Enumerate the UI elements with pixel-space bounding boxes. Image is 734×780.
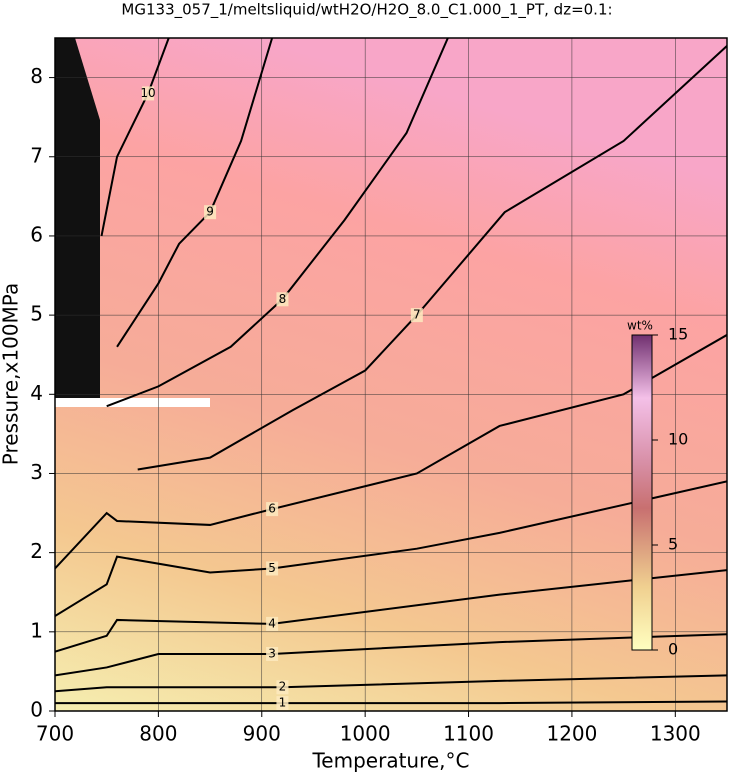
contour-label-bg bbox=[276, 680, 289, 695]
data-gap bbox=[55, 398, 210, 407]
contour-label-bg bbox=[266, 502, 279, 517]
contour-label: 2 bbox=[279, 680, 287, 694]
y-axis-label: Pressure,x100MPa bbox=[0, 283, 23, 465]
contour-line bbox=[55, 480, 727, 617]
contour-line bbox=[137, 45, 727, 471]
y-tick-label: 6 bbox=[30, 222, 43, 246]
contour-label: 8 bbox=[279, 292, 287, 306]
contour-label-bg bbox=[266, 561, 279, 576]
colorbar-tick-label: 15 bbox=[668, 325, 688, 344]
contour-label: 7 bbox=[413, 308, 421, 322]
contour-line bbox=[55, 569, 727, 653]
contour-label-bg bbox=[410, 308, 423, 323]
contour-label-bg bbox=[204, 205, 217, 220]
contour-label: 1 bbox=[279, 696, 287, 710]
contour-line bbox=[55, 633, 727, 677]
x-tick-label: 700 bbox=[36, 722, 74, 746]
contour-label-bg bbox=[142, 86, 155, 101]
colorbar-tick-label: 0 bbox=[668, 640, 678, 659]
y-tick-label: 1 bbox=[30, 618, 43, 642]
colorbar-tick-label: 10 bbox=[668, 430, 688, 449]
x-tick-label: 800 bbox=[139, 722, 177, 746]
y-tick-label: 3 bbox=[30, 460, 43, 484]
contour-label: 3 bbox=[268, 646, 276, 660]
x-tick-label: 1200 bbox=[546, 722, 597, 746]
contour-label: 9 bbox=[206, 205, 214, 219]
y-tick-label: 4 bbox=[30, 381, 43, 405]
x-tick-label: 1300 bbox=[650, 722, 701, 746]
contour-line bbox=[116, 38, 274, 348]
y-tick-label: 0 bbox=[30, 698, 43, 722]
x-axis-label: Temperature,°C bbox=[311, 749, 469, 773]
colorbar-label: wt% bbox=[627, 319, 653, 333]
contour-label-bg bbox=[266, 616, 279, 631]
y-tick-label: 5 bbox=[30, 302, 43, 326]
contour-label: 4 bbox=[268, 616, 276, 630]
y-tick-label: 7 bbox=[30, 143, 43, 167]
y-tick-label: 2 bbox=[30, 539, 43, 563]
contour-label-bg bbox=[276, 696, 289, 711]
colorbar-tick-label: 5 bbox=[668, 535, 678, 554]
contour-label: 6 bbox=[268, 502, 276, 516]
dense-contour-region bbox=[55, 38, 100, 400]
contour-label-bg bbox=[276, 292, 289, 307]
contour-label-bg bbox=[266, 646, 279, 661]
y-tick-label: 8 bbox=[30, 64, 43, 88]
x-tick-label: 1000 bbox=[340, 722, 391, 746]
x-tick-label: 1100 bbox=[443, 722, 494, 746]
plot-frame bbox=[54, 37, 728, 712]
contour-line bbox=[100, 38, 170, 237]
contour-label: 10 bbox=[140, 86, 155, 100]
colorbar bbox=[631, 334, 653, 651]
plot-background bbox=[55, 38, 727, 711]
chart-title: MG133_057_1/meltsliquid/wtH2O/H2O_8.0_C1… bbox=[121, 1, 612, 20]
x-tick-label: 900 bbox=[243, 722, 281, 746]
contour-label: 5 bbox=[268, 561, 276, 575]
